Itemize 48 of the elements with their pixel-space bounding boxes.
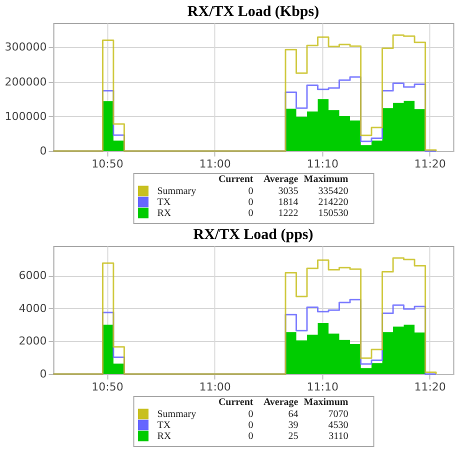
chart-title: RX/TX Load (Kbps) [187,4,320,20]
legend-label: TX [157,197,172,208]
y-tick-label: 100000 [4,110,47,123]
y-tick-label: 0 [40,368,47,380]
text: Average [263,174,299,185]
text: 150530 [318,208,348,219]
text: 4530 [328,420,348,431]
x-tick-label: 11:10 [306,380,338,394]
x-tick-label: 11:00 [199,158,231,170]
text: Maximum [304,174,349,185]
text: 64 [288,409,298,420]
text: 1814 [278,197,298,208]
chart-title: RX/TX Load (pps) [193,227,314,243]
y-tick-label: 6000 [18,269,47,282]
y-tick-label: 4000 [18,302,47,315]
text: 214220 [318,197,348,208]
text: Current [218,174,254,185]
text: 335420 [318,186,348,197]
legend-label: RX [157,208,172,219]
legend-label: Summary [157,186,196,197]
text: 39 [288,420,298,431]
text: 3110 [328,431,348,442]
x-tick-label: 11:20 [414,380,446,394]
x-tick-label: 10:50 [92,380,124,394]
y-tick-label: 0 [40,144,47,158]
text: Maximum [304,397,349,408]
y-tick-label: 300000 [4,40,47,54]
y-tick-label: 200000 [4,75,47,88]
legend-label: Summary [157,409,196,420]
text: 0 [248,186,254,197]
text: 3035 [278,186,298,197]
x-tick-label: 11:00 [199,380,231,394]
text: 0 [248,197,254,208]
text: 1222 [278,208,298,219]
y-tick-label: 2000 [18,334,47,348]
x-tick-label: 11:10 [306,158,338,170]
legend-label: TX [157,420,172,431]
legend-label: RX [157,431,172,442]
x-tick-label: 11:20 [414,158,446,170]
x-tick-label: 10:50 [92,158,124,170]
text: 7070 [328,409,348,420]
text: 25 [288,431,298,442]
text: 0 [248,420,254,431]
text: 0 [248,409,254,420]
text: Average [263,397,299,408]
text: 0 [248,431,254,442]
text: 0 [248,208,254,219]
text: Current [218,397,254,408]
